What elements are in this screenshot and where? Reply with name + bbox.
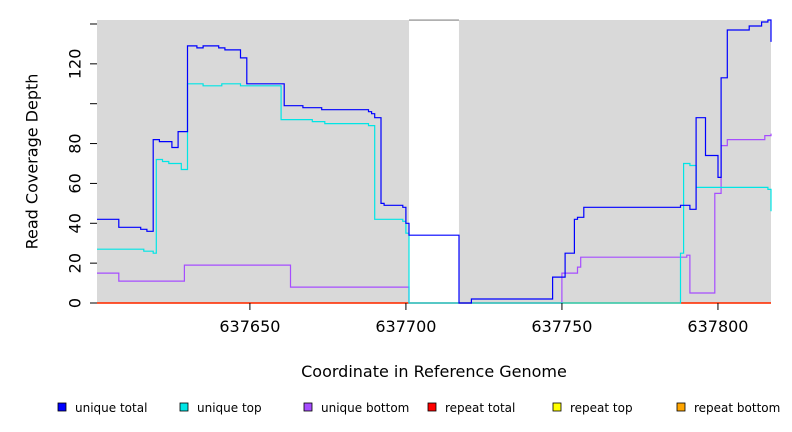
legend-swatch-repeat-bottom bbox=[676, 402, 686, 412]
series-line-unique-top bbox=[97, 83, 772, 304]
legend-swatch-unique-total bbox=[57, 402, 67, 412]
legend-swatch-unique-top bbox=[179, 402, 189, 412]
legend-label-repeat-bottom: repeat bottom bbox=[694, 401, 780, 415]
y-tick-label: 20 bbox=[66, 253, 85, 273]
axis-layer: 637650 637700 637750 637800 0 20 40 60 80 120 bbox=[66, 19, 748, 336]
y-tick-label: 0 bbox=[66, 298, 85, 308]
series-line-unique-total bbox=[97, 19, 772, 304]
series-layer bbox=[97, 19, 772, 304]
legend-label-repeat-total: repeat total bbox=[445, 401, 515, 415]
y-axis-title: Read Coverage Depth bbox=[23, 74, 42, 250]
y-tick-label: 80 bbox=[66, 133, 85, 153]
series-line-unique-bottom bbox=[97, 133, 772, 304]
x-tick-label: 637800 bbox=[687, 317, 748, 336]
x-axis-title: Coordinate in Reference Genome bbox=[301, 362, 567, 381]
legend-swatch-repeat-top bbox=[552, 402, 562, 412]
x-tick-label: 637650 bbox=[219, 317, 280, 336]
y-tick-label: 60 bbox=[66, 173, 85, 193]
x-tick-label: 637750 bbox=[531, 317, 592, 336]
x-tick-label: 637700 bbox=[375, 317, 436, 336]
legend-label-unique-top: unique top bbox=[197, 401, 262, 415]
y-tick-label: 120 bbox=[66, 49, 85, 80]
legend-label-repeat-top: repeat top bbox=[570, 401, 633, 415]
y-tick-label: 40 bbox=[66, 213, 85, 233]
legend-swatch-unique-bottom bbox=[303, 402, 313, 412]
legend-label-unique-total: unique total bbox=[75, 401, 147, 415]
unplotted-region bbox=[409, 21, 459, 305]
legend: unique total unique top unique bottom repea… bbox=[57, 401, 780, 415]
legend-label-unique-bottom: unique bottom bbox=[321, 401, 409, 415]
legend-swatch-repeat-total bbox=[427, 402, 437, 412]
